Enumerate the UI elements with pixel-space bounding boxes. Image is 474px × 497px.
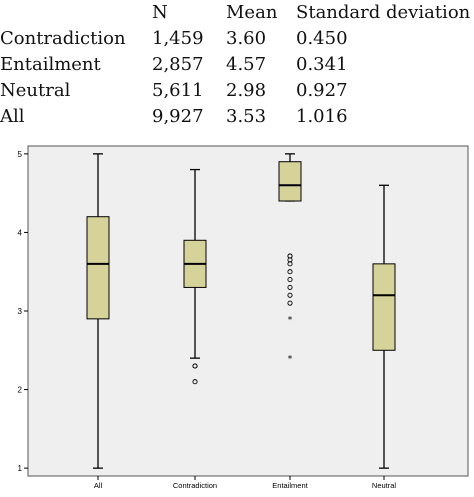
stats-cell-mean: 3.53 <box>226 106 267 127</box>
box-iqr <box>86 216 110 320</box>
stats-row: Contradiction 1,459 3.60 0.450 <box>0 26 470 52</box>
box-iqr <box>278 161 302 202</box>
stats-table: N Mean Standard deviation Contradiction … <box>0 0 470 130</box>
x-tick-label: Entailment <box>272 481 308 490</box>
stats-row: Entailment 2,857 4.57 0.341 <box>0 52 470 78</box>
x-tick-label: Neutral <box>372 481 397 490</box>
stats-header-label <box>0 0 152 26</box>
extreme-point: * <box>288 355 293 365</box>
y-tick-label: 5 <box>18 150 23 159</box>
y-tick-label: 1 <box>18 464 23 473</box>
stats-cell-n: 1,459 <box>152 28 204 49</box>
stats-cell-label: Entailment <box>0 54 101 75</box>
stats-cell-n: 5,611 <box>152 80 204 101</box>
stats-header-mean: Mean <box>226 2 278 23</box>
extreme-point: * <box>288 315 293 325</box>
stats-cell-mean: 3.60 <box>226 28 267 49</box>
stats-cell-n: 9,927 <box>152 106 204 127</box>
stats-cell-mean: 4.57 <box>226 54 267 75</box>
stats-cell-mean: 2.98 <box>226 80 267 101</box>
stats-cell-label: Contradiction <box>0 28 126 49</box>
y-tick-label: 4 <box>18 228 23 237</box>
x-tick-label: Contradiction <box>173 481 217 490</box>
box-iqr <box>372 263 396 351</box>
outlier-point <box>287 284 293 290</box>
stats-cell-label: All <box>0 106 25 127</box>
stats-row: All 9,927 3.53 1.016 <box>0 104 470 130</box>
stats-header-n: N <box>152 2 168 23</box>
outlier-point <box>287 261 293 267</box>
boxplot-chart: 1 2 3 4 5 All Contradiction * * Entailment Neutral <box>18 145 469 490</box>
box-neutral: Neutral <box>372 184 397 490</box>
stats-cell-std: 0.927 <box>296 80 348 101</box>
stats-cell-std: 0.450 <box>296 28 348 49</box>
x-tick-label: All <box>94 481 103 490</box>
stats-header-std: Standard deviation <box>296 2 471 23</box>
box-entailment: * * Entailment <box>272 153 309 490</box>
outlier-point <box>192 363 198 369</box>
stats-cell-std: 0.341 <box>296 54 348 75</box>
box-contradiction: Contradiction <box>173 168 217 490</box>
outlier-point <box>287 300 293 306</box>
box-all: All <box>86 153 110 490</box>
outlier-point <box>287 277 293 283</box>
stats-cell-std: 1.016 <box>296 106 348 127</box>
outlier-point <box>192 379 198 385</box>
y-tick-label: 3 <box>18 307 23 316</box>
outlier-point <box>287 292 293 298</box>
outlier-point <box>287 269 293 275</box>
stats-cell-label: Neutral <box>0 80 71 101</box>
y-tick-label: 2 <box>18 386 23 395</box>
stats-cell-n: 2,857 <box>152 54 204 75</box>
stats-row: Neutral 5,611 2.98 0.927 <box>0 78 470 104</box>
stats-header-row: N Mean Standard deviation <box>0 0 470 26</box>
